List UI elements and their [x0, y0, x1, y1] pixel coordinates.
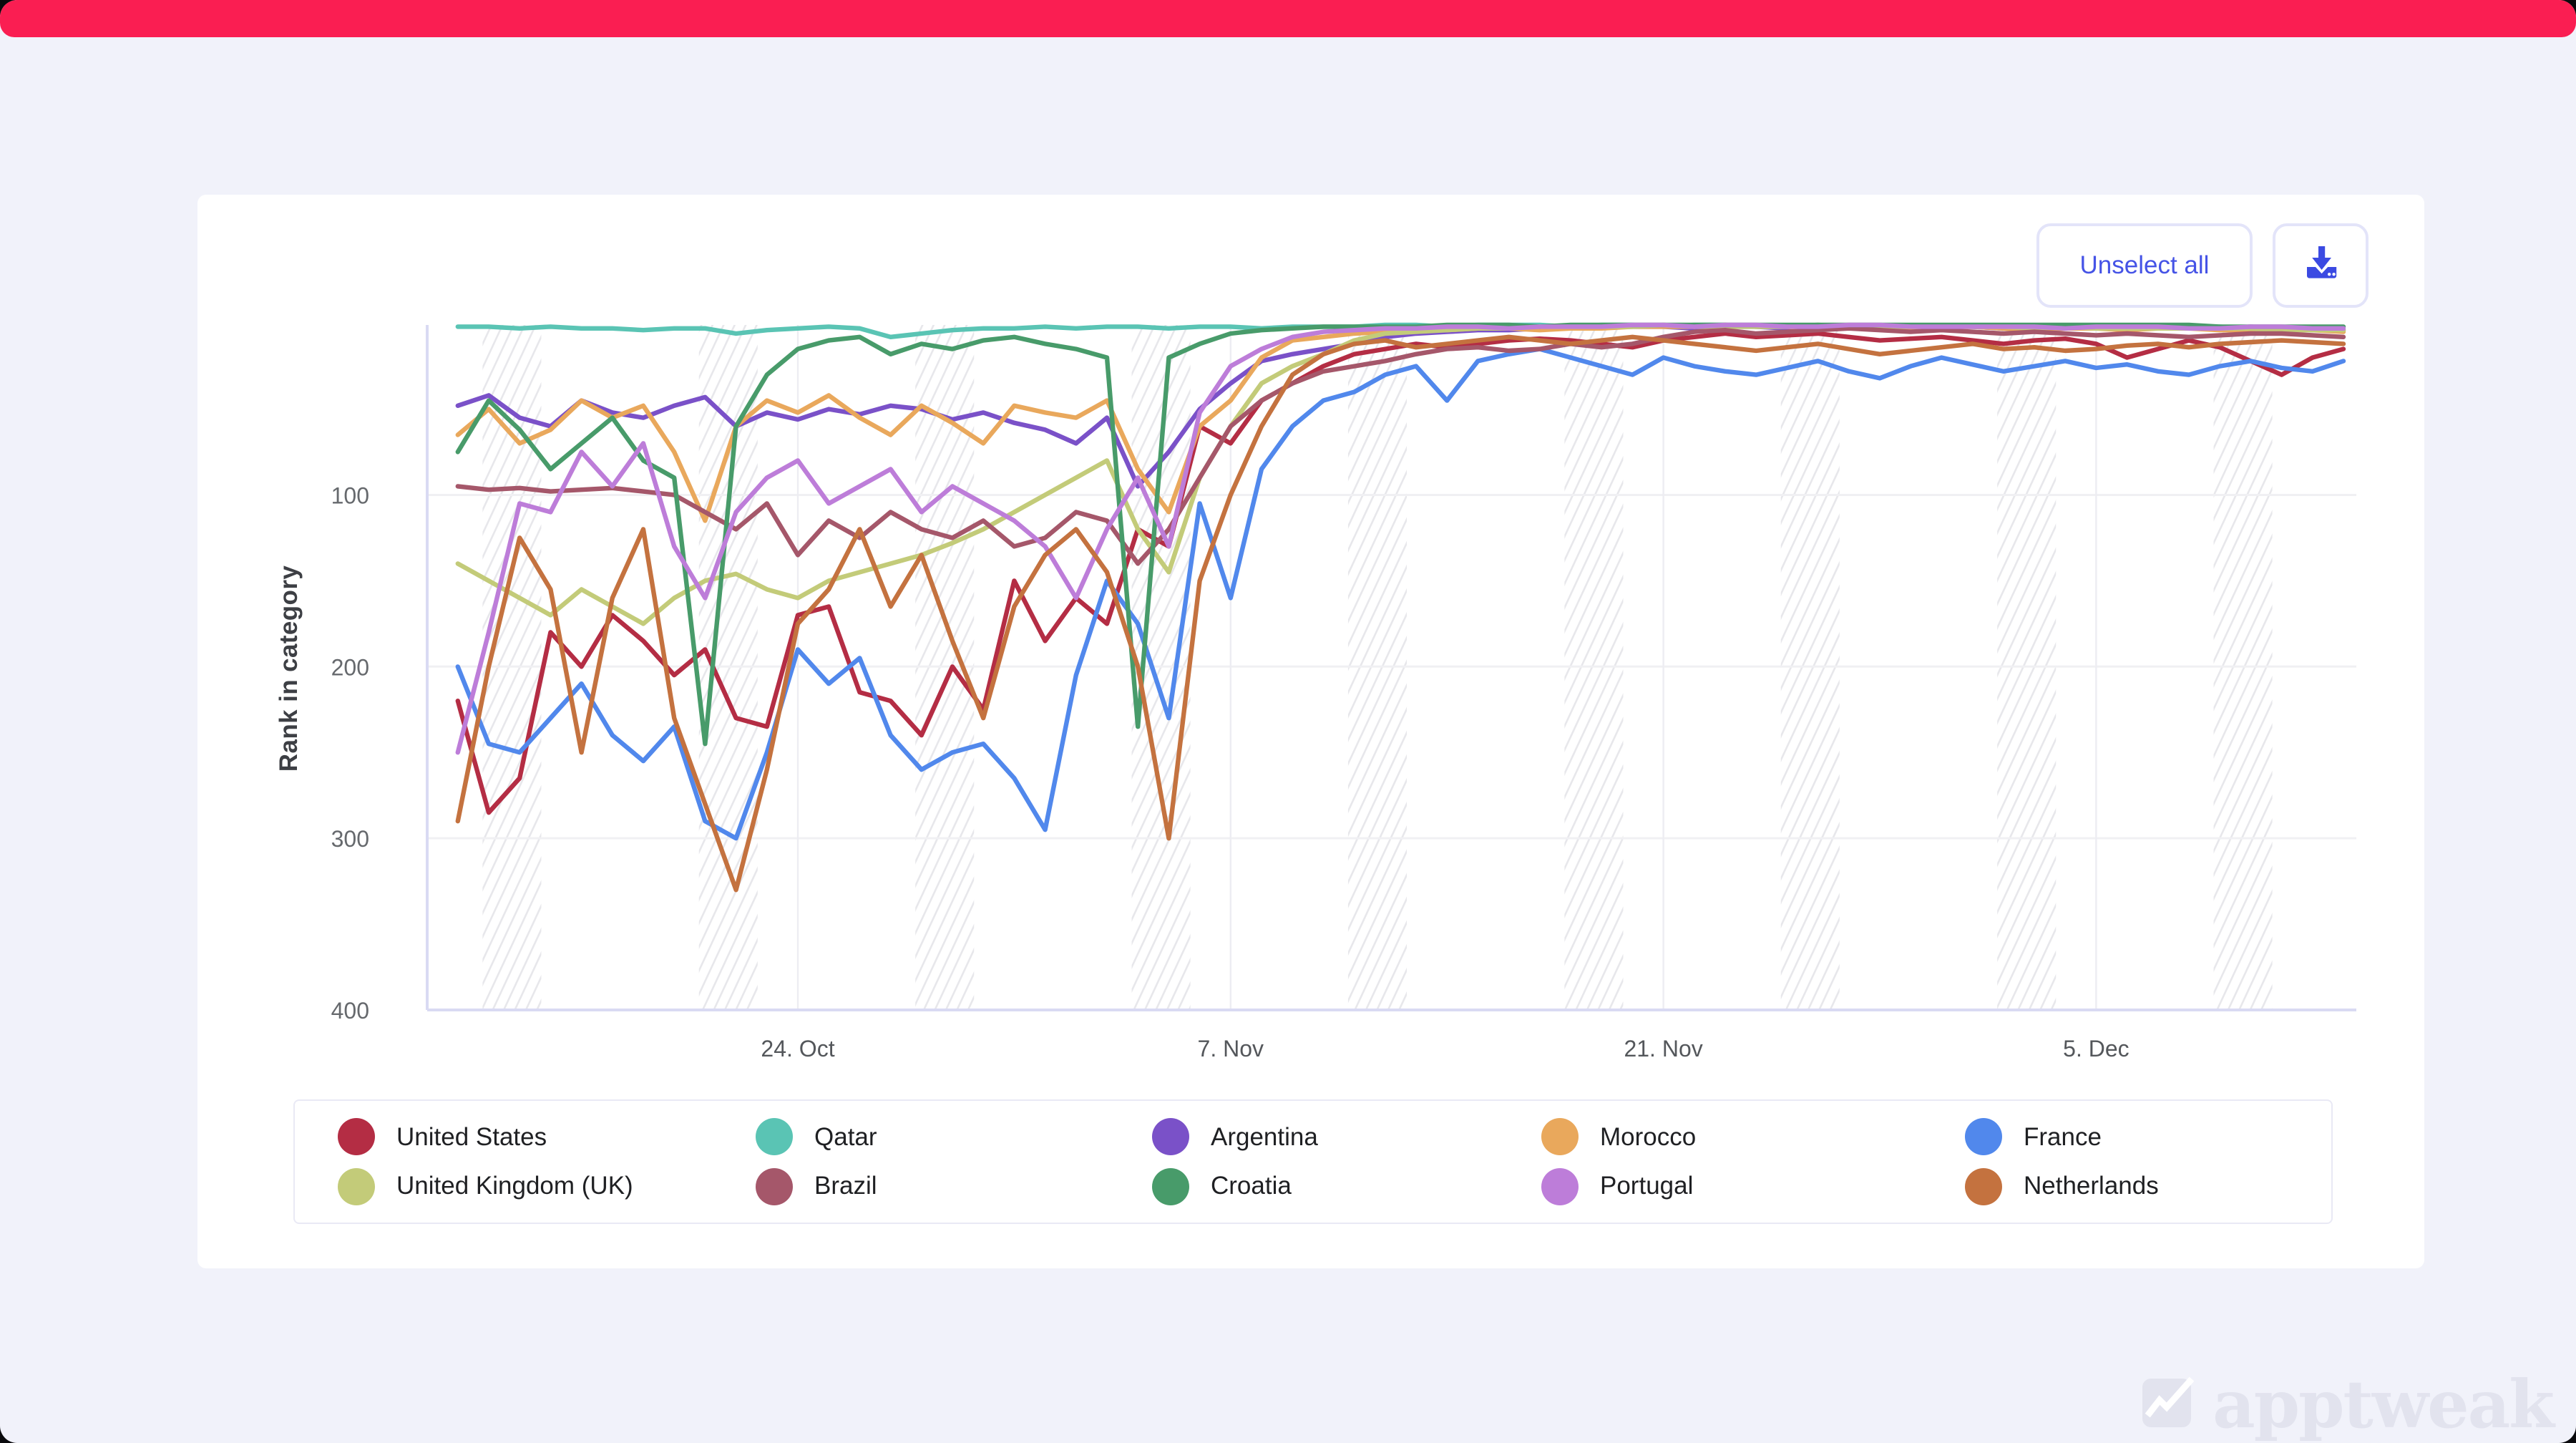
legend-item-brazil[interactable]: Brazil [756, 1167, 1152, 1205]
unselect-all-label: Unselect all [2079, 251, 2210, 279]
legend-swatch [338, 1118, 375, 1156]
legend-item-netherlands[interactable]: Netherlands [1965, 1167, 2331, 1205]
apptweak-watermark: apptweak [2141, 1366, 2555, 1443]
legend-swatch [338, 1167, 375, 1205]
y-tick-label: 100 [331, 482, 369, 508]
x-tick-label: 7. Nov [1198, 1036, 1264, 1061]
series-line-portugal[interactable] [455, 322, 2346, 755]
x-tick-label: 5. Dec [2063, 1036, 2129, 1061]
series-line-united-states[interactable] [455, 331, 2346, 815]
legend-item-france[interactable]: France [1965, 1118, 2331, 1156]
legend-label: Netherlands [2024, 1171, 2159, 1200]
chart-legend: United States Qatar Argentina Morocco France… [293, 1099, 2333, 1224]
legend-item-united-kingdom-uk[interactable]: United Kingdom (UK) [338, 1167, 756, 1205]
legend-label: France [2024, 1122, 2102, 1151]
legend-label: Portugal [1600, 1171, 1694, 1200]
chart-svg: 100 200 300 400 24. Oct 7. Nov 21. Nov 5. Dec [331, 322, 2356, 1061]
rank-line-chart[interactable]: 100 200 300 400 24. Oct 7. Nov 21. Nov 5. Dec [197, 195, 2424, 1268]
legend-label: Brazil [814, 1171, 877, 1200]
legend-swatch [1152, 1118, 1189, 1156]
x-tick-label: 21. Nov [1624, 1036, 1702, 1061]
legend-label: Qatar [814, 1122, 877, 1151]
legend-label: Argentina [1211, 1122, 1318, 1151]
download-button[interactable] [2273, 223, 2368, 308]
legend-swatch [1541, 1167, 1579, 1205]
legend-label: Morocco [1600, 1122, 1697, 1151]
unselect-all-button[interactable]: Unselect all [2036, 223, 2253, 308]
y-tick-label: 400 [331, 998, 369, 1024]
legend-swatch [756, 1167, 793, 1205]
apptweak-logo-icon [2141, 1372, 2198, 1437]
series-line-netherlands[interactable] [455, 334, 2346, 893]
download-tray-icon [2301, 242, 2341, 289]
y-tick-label: 200 [331, 654, 369, 680]
legend-swatch [756, 1118, 793, 1156]
legend-item-qatar[interactable]: Qatar [756, 1118, 1152, 1156]
chart-card: Unselect all Rank in category 100 200 300 4… [197, 195, 2424, 1268]
legend-swatch [1541, 1118, 1579, 1156]
legend-item-morocco[interactable]: Morocco [1541, 1118, 1965, 1156]
x-tick-label: 24. Oct [761, 1036, 834, 1061]
legend-label: United States [396, 1122, 547, 1151]
series-line-brazil[interactable] [455, 326, 2346, 566]
legend-label: Croatia [1211, 1171, 1292, 1200]
legend-item-croatia[interactable]: Croatia [1152, 1167, 1541, 1205]
legend-item-united-states[interactable]: United States [338, 1118, 756, 1156]
legend-swatch [1152, 1167, 1189, 1205]
apptweak-watermark-text: apptweak [2212, 1366, 2555, 1443]
browser-top-bar [0, 0, 2576, 37]
legend-swatch [1965, 1118, 2002, 1156]
legend-swatch [1965, 1167, 2002, 1205]
legend-item-argentina[interactable]: Argentina [1152, 1118, 1541, 1156]
legend-label: United Kingdom (UK) [396, 1171, 633, 1200]
legend-item-portugal[interactable]: Portugal [1541, 1167, 1965, 1205]
y-tick-label: 300 [331, 826, 369, 852]
